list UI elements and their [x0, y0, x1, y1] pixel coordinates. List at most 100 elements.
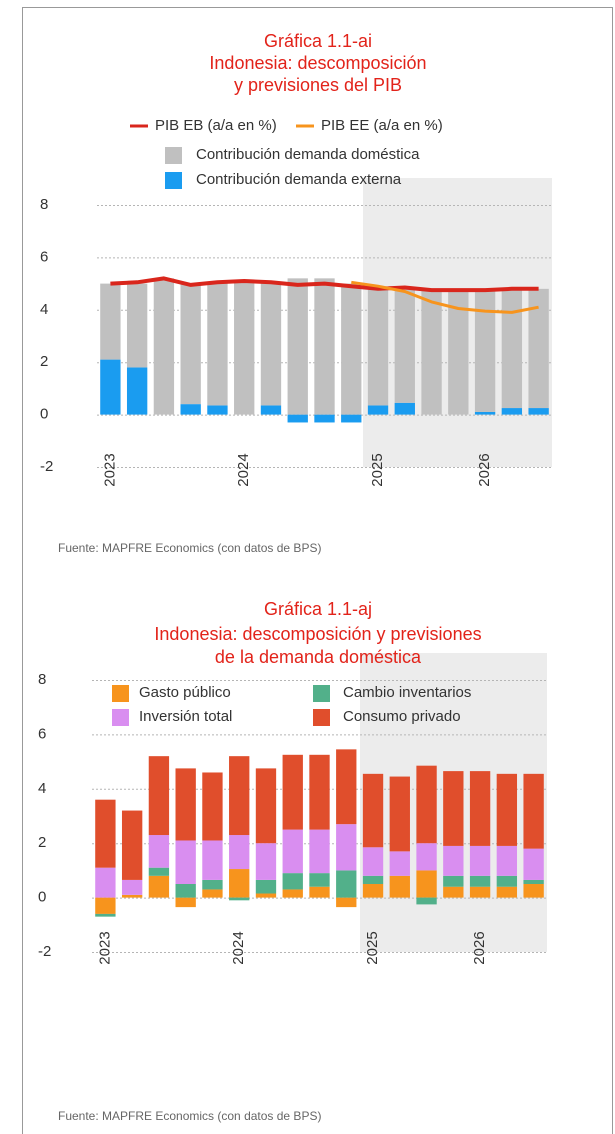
bar [255, 879, 277, 894]
bar [443, 771, 464, 846]
bar [148, 835, 170, 868]
bar [394, 287, 415, 403]
y-tick-label: 8 [40, 196, 48, 213]
y-tick-label: 0 [38, 889, 46, 906]
bar [469, 771, 491, 846]
bar [389, 875, 410, 898]
bar [229, 756, 250, 836]
bar [282, 754, 303, 830]
bar [95, 867, 116, 898]
bar [309, 873, 330, 887]
bar [153, 278, 175, 415]
bar [100, 283, 121, 360]
chart-title: Indonesia: descomposición [209, 53, 426, 73]
x-tick-label: 2026 [476, 453, 493, 486]
bar [229, 897, 250, 901]
bar [389, 851, 410, 876]
x-tick-label: 2024 [230, 931, 247, 964]
bar [496, 886, 518, 898]
y-tick-label: 6 [40, 248, 48, 265]
y-tick-label: 4 [38, 780, 46, 797]
bar [207, 405, 228, 415]
bar [416, 843, 437, 871]
legend-label: Cambio inventarios [343, 684, 471, 701]
x-tick-label: 2023 [101, 453, 118, 486]
bar [496, 875, 518, 887]
chart-title: Gráfica 1.1-ai [264, 31, 372, 51]
bar [336, 870, 357, 898]
bar [282, 873, 303, 890]
bar [95, 913, 116, 917]
x-tick-label: 2024 [235, 453, 252, 486]
bar [126, 367, 148, 415]
bar [474, 288, 496, 412]
x-tick-label: 2025 [364, 931, 381, 964]
chart-title: Gráfica 1.1-aj [264, 599, 372, 619]
bar [180, 404, 201, 415]
legend-label: PIB EB (a/a en %) [155, 117, 277, 134]
bar [287, 278, 308, 415]
y-tick-label: 0 [40, 406, 48, 423]
bar [260, 405, 282, 415]
bar [469, 875, 491, 887]
y-tick-label: 4 [40, 301, 48, 318]
legend-label: Contribución demanda doméstica [196, 146, 420, 163]
bar [95, 897, 116, 914]
bar [362, 773, 384, 848]
bar [501, 288, 523, 409]
bar [528, 408, 549, 415]
legend-swatch [112, 685, 129, 702]
bar [474, 411, 496, 415]
bar [207, 282, 228, 406]
legend-label: Contribución demanda externa [196, 171, 402, 188]
line-series [351, 280, 539, 314]
bar [394, 402, 415, 415]
bar [416, 870, 437, 898]
bar [362, 847, 384, 876]
bar [528, 288, 549, 409]
bar [448, 288, 469, 415]
bar [287, 414, 308, 423]
bar [523, 884, 544, 898]
y-tick-label: 2 [38, 834, 46, 851]
x-tick-label: 2026 [471, 931, 488, 964]
bar [121, 894, 143, 898]
bar [175, 884, 196, 898]
y-tick-label: 6 [38, 725, 46, 742]
y-tick-label: -2 [40, 458, 53, 475]
bar [180, 283, 201, 405]
bar [229, 835, 250, 870]
bar [469, 886, 491, 898]
bar [175, 897, 196, 908]
legend-swatch [313, 709, 330, 726]
bar [341, 414, 362, 423]
bar [336, 749, 357, 825]
legend-label: Inversión total [139, 708, 232, 725]
bar [202, 879, 223, 890]
chart-title: Indonesia: descomposición y previsiones [154, 624, 481, 644]
bar [336, 897, 357, 908]
bar [341, 283, 362, 415]
y-tick-label: -2 [38, 943, 51, 960]
bar [523, 848, 544, 880]
bar [421, 288, 442, 415]
bar [523, 773, 544, 849]
bar [362, 884, 384, 898]
bar [148, 756, 170, 836]
legend-label: Consumo privado [343, 708, 461, 725]
bar [126, 283, 148, 368]
bar [309, 829, 330, 874]
bar [314, 278, 335, 415]
bar [148, 867, 170, 876]
bar [501, 408, 523, 415]
bar [202, 889, 223, 898]
bar [443, 875, 464, 887]
legend-label: PIB EE (a/a en %) [321, 117, 443, 134]
bar [255, 768, 277, 844]
bar [95, 799, 116, 868]
bar [443, 845, 464, 876]
bar [121, 879, 143, 895]
y-tick-label: 2 [40, 353, 48, 370]
bar [229, 869, 250, 898]
